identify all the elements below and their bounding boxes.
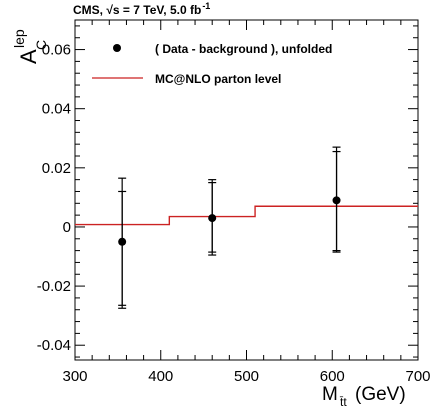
plot-area <box>74 19 419 361</box>
x-axis-ticks: 300 400 500 600 700 <box>62 20 431 385</box>
mc-nlo-step-line <box>75 205 418 226</box>
legend-label-data: ( Data - background ), unfolded <box>155 42 332 56</box>
y-tick-label: -0.02 <box>37 278 71 295</box>
chart-title: CMS, √s = 7 TeV, 5.0 fb -1 <box>73 1 210 17</box>
y-axis-label-main: A <box>16 49 41 64</box>
data-point <box>208 214 217 223</box>
data-points <box>118 146 341 309</box>
x-axis-label-unit: (GeV) <box>355 384 406 405</box>
data-point <box>332 196 341 205</box>
y-axis-label-subscript: C <box>33 40 49 50</box>
data-point <box>118 237 127 246</box>
x-tick-label: 400 <box>148 368 173 385</box>
x-tick-label: 300 <box>62 368 87 385</box>
chart-title-text: CMS, √s = 7 TeV, 5.0 fb <box>73 3 201 17</box>
y-tick-label: 0.02 <box>42 160 71 177</box>
x-axis-label-subscript: t̄t <box>340 395 348 409</box>
mc-step-path <box>75 205 418 226</box>
y-axis-ticks: -0.04 -0.02 0 0.02 0.04 0.06 <box>37 25 418 358</box>
legend: ( Data - background ), unfolded MC@NLO p… <box>92 42 332 86</box>
legend-marker-data <box>113 44 121 52</box>
y-axis-label-superscript: lep <box>11 29 27 48</box>
y-tick-label: 0.06 <box>42 42 71 59</box>
x-axis-label-main: M <box>322 384 338 405</box>
y-tick-label: 0 <box>63 219 71 236</box>
chart-title-superscript: -1 <box>202 1 210 11</box>
x-tick-label: 700 <box>405 368 430 385</box>
y-tick-label: 0.04 <box>42 101 71 118</box>
legend-label-mc: MC@NLO parton level <box>155 72 281 86</box>
y-axis-label: A C lep <box>11 29 49 64</box>
x-tick-label: 600 <box>320 368 345 385</box>
plot-frame <box>74 19 419 361</box>
y-tick-label: -0.04 <box>37 337 71 354</box>
x-tick-label: 500 <box>234 368 259 385</box>
x-axis-label: M t̄t (GeV) <box>322 384 406 409</box>
